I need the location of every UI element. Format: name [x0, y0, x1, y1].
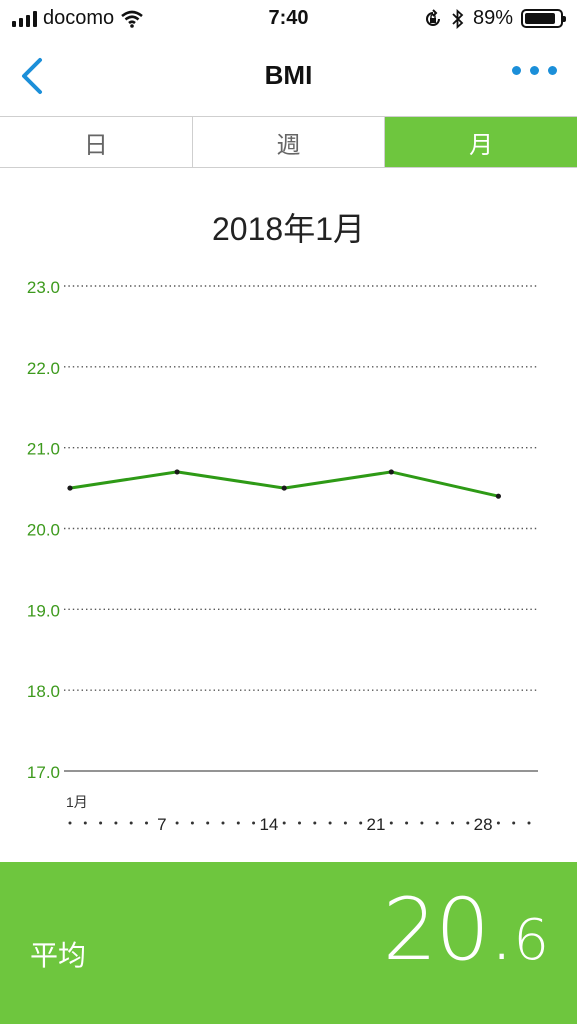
average-value-integer: 20.	[382, 880, 516, 980]
bmi-line-chart: 23.0 22.0 21.0 20.0 19.0 18.0 17.0 1月 7 14 21 28	[27, 278, 538, 834]
chevron-left-icon	[22, 58, 42, 94]
x-day-dot	[175, 821, 179, 825]
page-title: BMI	[264, 60, 313, 90]
y-tick-label: 18.0	[27, 682, 60, 701]
x-day-dot	[83, 821, 87, 825]
more-dot-icon	[530, 66, 539, 75]
x-day-dot	[451, 821, 454, 825]
x-day-dot	[298, 821, 301, 825]
period-label: 2018年1月	[212, 211, 365, 247]
x-day-dot	[328, 821, 332, 825]
data-point	[174, 469, 180, 475]
navigation-bar: BMI	[0, 38, 577, 114]
x-day-dot	[68, 821, 72, 825]
x-day-dot	[435, 821, 439, 825]
x-day-dot	[99, 821, 103, 825]
more-options-button[interactable]	[512, 66, 557, 75]
battery-percent: 89%	[472, 7, 513, 29]
status-right: 89%	[423, 7, 566, 30]
tab-month[interactable]: 月	[385, 117, 577, 167]
y-tick-label: 20.0	[27, 521, 60, 540]
x-day-dot	[343, 821, 347, 825]
data-point	[281, 485, 287, 491]
more-dot-icon	[512, 66, 521, 75]
x-day-dot	[420, 821, 424, 825]
x-day-dot	[221, 821, 225, 825]
x-day-dot	[206, 821, 210, 825]
average-value-decimal: 6	[513, 908, 549, 973]
x-day-dot	[282, 821, 286, 825]
x-day-dot	[527, 821, 531, 825]
x-day-dot	[512, 821, 516, 825]
status-left: docomo	[12, 7, 144, 30]
y-tick-label: 19.0	[27, 601, 60, 620]
x-day-dot	[389, 821, 393, 825]
x-day-dot	[145, 821, 148, 825]
x-day-dot	[236, 821, 240, 825]
y-tick-label: 22.0	[27, 359, 60, 378]
average-panel: 平均 20.6	[0, 862, 577, 1024]
x-day-dot	[114, 821, 118, 825]
average-label: 平均	[30, 940, 87, 971]
x-month-label: 1月	[66, 794, 88, 810]
orientation-lock-icon	[426, 8, 440, 26]
y-tick-label: 17.0	[27, 763, 60, 782]
signal-icon	[12, 10, 37, 27]
x-day-dot	[359, 821, 363, 825]
y-tick-label: 23.0	[27, 278, 60, 297]
x-tick-label: 28	[474, 815, 493, 834]
carrier-label: docomo	[43, 7, 115, 29]
average-value: 20.6	[383, 880, 549, 980]
x-tick-label: 7	[157, 815, 166, 834]
data-point	[495, 493, 501, 499]
x-tick-label: 14	[259, 815, 278, 834]
x-day-dot	[313, 821, 317, 825]
status-time: 7:40	[268, 7, 309, 29]
x-day-dot	[190, 821, 194, 825]
more-dot-icon	[548, 66, 557, 75]
x-day-dot	[405, 821, 409, 825]
bluetooth-icon	[452, 8, 464, 29]
tab-day[interactable]: 日	[0, 117, 193, 167]
series-line	[69, 470, 499, 498]
tab-week[interactable]: 週	[193, 117, 386, 167]
x-day-dot	[466, 821, 470, 825]
data-point	[388, 469, 394, 475]
period-tabs: 日 週 月	[0, 116, 577, 168]
x-day-dot	[252, 821, 256, 825]
data-point	[67, 485, 73, 491]
x-tick-label: 21	[367, 815, 386, 834]
wifi-icon	[121, 10, 143, 28]
status-bar: docomo 7:40 89%	[0, 0, 577, 38]
x-day-dot	[129, 821, 133, 825]
x-day-dot	[496, 821, 500, 825]
back-button[interactable]	[12, 54, 56, 98]
battery-icon	[521, 9, 566, 28]
y-tick-label: 21.0	[27, 440, 60, 459]
